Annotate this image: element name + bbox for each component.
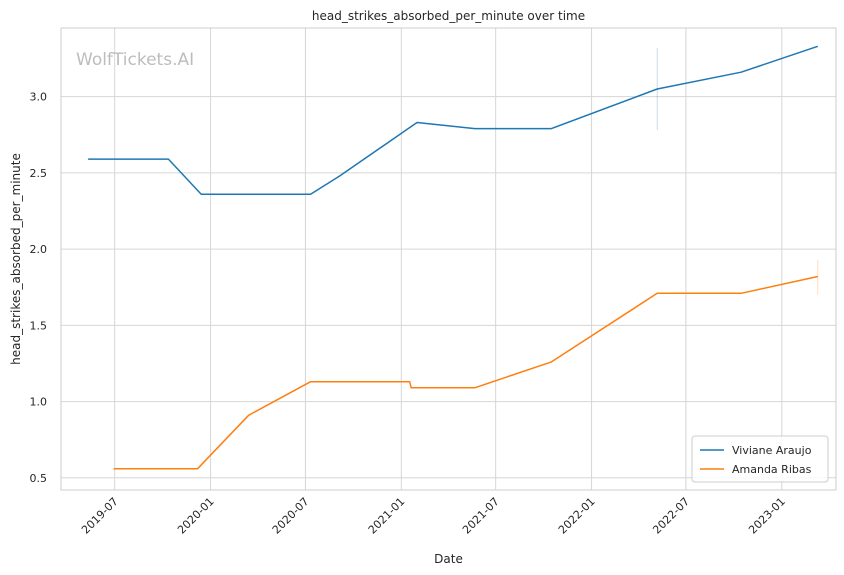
legend: Viviane Araujo Amanda Ribas: [691, 435, 829, 483]
y-tick-label: 1.0: [30, 396, 48, 409]
y-tick-label: 1.5: [30, 319, 48, 332]
x-tick-label: 2022-01: [556, 495, 598, 537]
x-axis-ticks: 2019-07 2020-01 2020-07 2021-01 2021-07 2022-…: [79, 495, 788, 537]
chart-title: head_strikes_absorbed_per_minute over ti…: [312, 9, 585, 23]
y-tick-label: 2.0: [30, 243, 48, 256]
y-axis-ticks: 0.5 1.0 1.5 2.0 2.5 3.0: [30, 91, 48, 485]
x-tick-label: 2020-01: [175, 495, 217, 537]
y-axis-label: head_strikes_absorbed_per_minute: [9, 153, 23, 365]
x-tick-label: 2023-01: [746, 495, 788, 537]
series-line-1: [88, 45, 819, 195]
x-tick-label: 2022-07: [650, 495, 692, 537]
x-tick-label: 2021-01: [366, 495, 408, 537]
y-tick-label: 3.0: [30, 91, 48, 104]
x-axis-label: Date: [434, 552, 463, 566]
x-tick-label: 2019-07: [79, 495, 121, 537]
plot-area: [60, 27, 837, 491]
y-tick-label: 2.5: [30, 167, 48, 180]
series-layer: [88, 45, 819, 470]
legend-label: Viviane Araujo: [732, 444, 812, 457]
legend-label: Amanda Ribas: [732, 463, 812, 476]
series-line-2: [113, 275, 818, 470]
y-tick-label: 0.5: [30, 472, 48, 485]
x-tick-label: 2021-07: [460, 495, 502, 537]
x-tick-label: 2020-07: [270, 495, 312, 537]
watermark: WolfTickets.AI: [76, 50, 194, 70]
grid: [61, 28, 836, 490]
legend-box: [691, 435, 829, 483]
